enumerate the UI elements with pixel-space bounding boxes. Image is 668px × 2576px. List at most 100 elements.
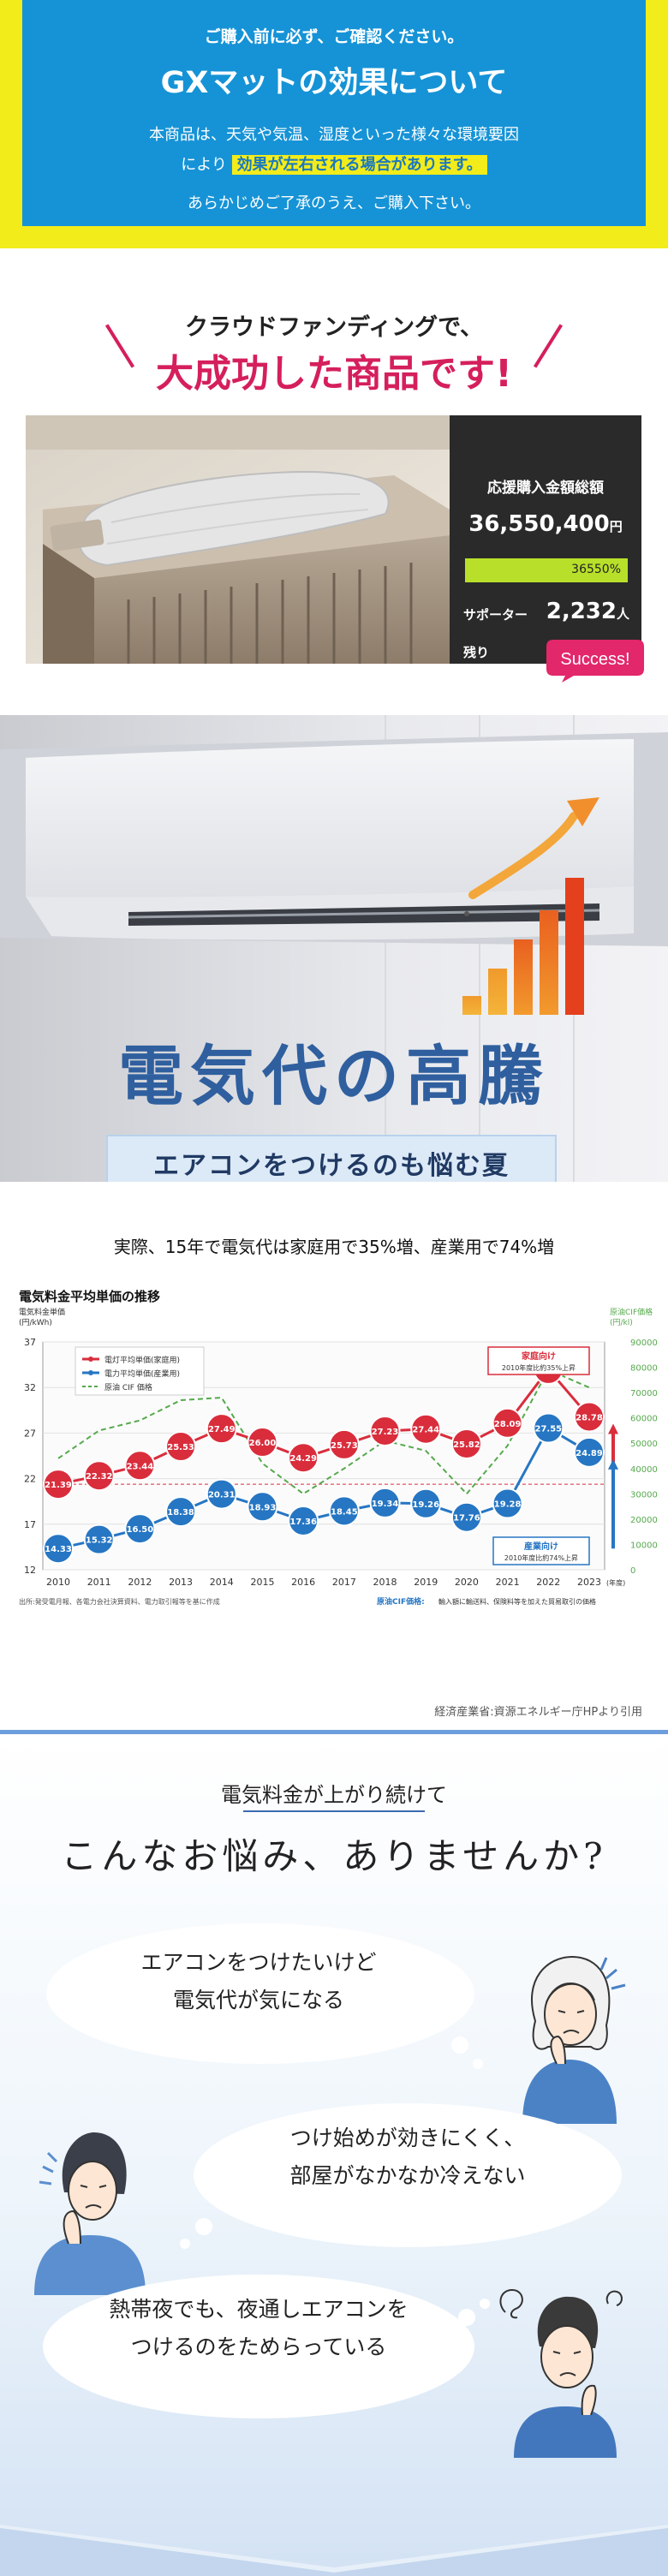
data-label-industry: 20.31 bbox=[208, 1491, 236, 1500]
worry-text-3: 熱帯夜でも、夜通しエアコンを つけるのをためらっている bbox=[45, 2291, 473, 2366]
progress-fill bbox=[465, 558, 628, 582]
data-label-industry: 17.76 bbox=[453, 1514, 480, 1524]
y-tick-label: 37 bbox=[24, 1337, 36, 1348]
price-chart-section: 実際、15年で電気代は家庭用で35%増、産業用で74%増 電気料金平均単価の推移… bbox=[0, 1182, 668, 1730]
worry-text-2: つけ始めが効きにくく、 部屋がなかなか冷えない bbox=[202, 2120, 613, 2195]
remaining-label: 残り bbox=[463, 645, 490, 660]
amount-unit: 円 bbox=[609, 519, 623, 534]
worry-line: 部屋がなかなか冷えない bbox=[289, 2163, 526, 2188]
data-label-household: 25.82 bbox=[453, 1440, 480, 1450]
notice-section: ご購入前に必ず、ご確認ください。 GXマットの効果について 本商品は、天気や気温… bbox=[0, 0, 668, 248]
y2-tick-label: 30000 bbox=[630, 1490, 658, 1500]
rising-bar bbox=[462, 996, 481, 1015]
data-point-industry bbox=[124, 1513, 156, 1545]
notice-box: ご購入前に必ず、ご確認ください。 GXマットの効果について 本商品は、天気や気温… bbox=[22, 0, 646, 226]
amount-label: 応援購入金額総額 bbox=[487, 480, 604, 497]
notice-body-pre: により bbox=[181, 156, 227, 174]
hero-subtitle: エアコンをつけるのも悩む夏 bbox=[106, 1135, 557, 1182]
notice-line: ご購入前に必ず、ご確認ください。 bbox=[204, 27, 464, 46]
worry-line: 電気代が気になる bbox=[172, 1988, 344, 2012]
data-label-household: 28.78 bbox=[576, 1413, 603, 1422]
progress-percent: 36550% bbox=[571, 563, 621, 576]
data-label-industry: 15.32 bbox=[86, 1536, 113, 1546]
data-point-household bbox=[328, 1428, 360, 1460]
x-tick-label: 2021 bbox=[496, 1577, 520, 1588]
y-tick-label: 32 bbox=[24, 1382, 36, 1393]
annotation-industry-note: 2010年度比約74%上昇 bbox=[504, 1553, 578, 1562]
legend-label: 電灯平均単価(家庭用) bbox=[104, 1355, 180, 1365]
x-tick-label: 2019 bbox=[414, 1577, 438, 1588]
x-tick-label: 2017 bbox=[332, 1577, 356, 1588]
x-tick-label: 2018 bbox=[373, 1577, 397, 1588]
y2-tick-label: 50000 bbox=[630, 1440, 658, 1449]
data-point-industry bbox=[247, 1491, 278, 1523]
success-badge-text: Success! bbox=[560, 650, 629, 669]
data-label-household: 23.44 bbox=[127, 1462, 154, 1471]
crowdfunding-section: クラウドファンディングで、 大成功した商品です! 応援購 bbox=[0, 248, 668, 715]
data-label-household: 21.39 bbox=[45, 1481, 72, 1490]
data-point-industry bbox=[43, 1533, 74, 1565]
crowdfunding-lead: クラウドファンディングで、 bbox=[184, 314, 484, 341]
data-point-industry bbox=[288, 1505, 319, 1536]
data-label-household: 26.00 bbox=[249, 1439, 277, 1448]
data-point-industry bbox=[206, 1478, 237, 1510]
rising-bar bbox=[540, 910, 558, 1015]
data-label-household: 25.53 bbox=[167, 1443, 194, 1452]
data-point-industry bbox=[410, 1488, 442, 1519]
worry-line: 熱帯夜でも、夜通しエアコンを bbox=[109, 2297, 409, 2322]
rise-arrowhead-household bbox=[608, 1423, 618, 1434]
chart-source: 経済産業省:資源エネルギー庁HPより引用 bbox=[434, 1706, 642, 1719]
rising-bar bbox=[514, 939, 533, 1015]
data-label-household: 27.23 bbox=[372, 1428, 399, 1437]
worried-man-illustration bbox=[499, 2288, 623, 2458]
data-point-industry bbox=[450, 1501, 482, 1533]
data-label-industry: 27.55 bbox=[534, 1425, 562, 1434]
y-tick-label: 22 bbox=[24, 1474, 36, 1485]
chart-title: 電気料金平均単価の推移 bbox=[19, 1289, 160, 1304]
data-point-industry bbox=[83, 1524, 115, 1555]
cif-note-label: 原油CIF価格: bbox=[377, 1596, 425, 1607]
legend-label: 原油 CIF 価格 bbox=[104, 1382, 152, 1392]
data-label-industry: 18.45 bbox=[331, 1507, 358, 1517]
chart-source-note: 出所:発受電月報、各電力会社決算資料、電力取引報等を基に作成 bbox=[19, 1597, 220, 1606]
data-label-industry: 24.89 bbox=[576, 1449, 603, 1458]
data-point-household bbox=[288, 1442, 319, 1474]
data-point-household bbox=[574, 1401, 605, 1433]
y-axis-label: 電気料金単価 bbox=[19, 1307, 65, 1317]
notice-highlight: 効果が左右される場合があります。 bbox=[231, 155, 487, 175]
y-tick-label: 27 bbox=[24, 1428, 36, 1439]
data-label-industry: 19.28 bbox=[494, 1500, 522, 1510]
worry-line: エアコンをつけたいけど bbox=[140, 1950, 377, 1975]
data-label-household: 25.73 bbox=[331, 1441, 358, 1451]
success-badge: Success! bbox=[546, 640, 644, 683]
data-point-industry bbox=[533, 1412, 564, 1444]
y2-tick-label: 20000 bbox=[630, 1516, 658, 1525]
data-point-household bbox=[206, 1413, 237, 1445]
annotation-household-note: 2010年度比約35%上昇 bbox=[502, 1363, 576, 1372]
x-tick-label: 2023 bbox=[577, 1577, 601, 1588]
data-label-industry: 19.34 bbox=[372, 1500, 399, 1509]
hero-title: 電気代の高騰 bbox=[118, 1038, 550, 1114]
legend-marker bbox=[88, 1357, 93, 1362]
crowdfunding-headline: 大成功した商品です! bbox=[155, 352, 513, 396]
worry-text-1: エアコンをつけたいけど 電気代が気になる bbox=[53, 1944, 464, 2019]
data-point-industry bbox=[369, 1487, 401, 1518]
data-point-industry bbox=[574, 1436, 605, 1468]
x-tick-label: 2010 bbox=[46, 1577, 70, 1588]
supporters-unit: 人 bbox=[616, 606, 629, 622]
supporters-label: サポーター bbox=[463, 607, 528, 623]
x-tick-label: 2015 bbox=[250, 1577, 274, 1588]
notice-body: あらかじめご了承のうえ、ご購入下さい。 bbox=[188, 194, 480, 212]
aircon-illustration bbox=[0, 715, 668, 1182]
data-point-household bbox=[369, 1415, 401, 1446]
progress-track: 36550% bbox=[465, 558, 628, 582]
data-point-industry bbox=[328, 1495, 360, 1527]
supporters-value-row: 2,232人 bbox=[546, 599, 629, 624]
y2-tick-label: 90000 bbox=[630, 1339, 658, 1348]
section-divider bbox=[0, 1730, 668, 1734]
worries-headline: こんなお悩み、ありませんか? bbox=[61, 1835, 607, 1877]
x-tick-label: 2022 bbox=[536, 1577, 560, 1588]
data-label-household: 27.49 bbox=[208, 1425, 236, 1434]
rising-bar bbox=[488, 969, 507, 1015]
